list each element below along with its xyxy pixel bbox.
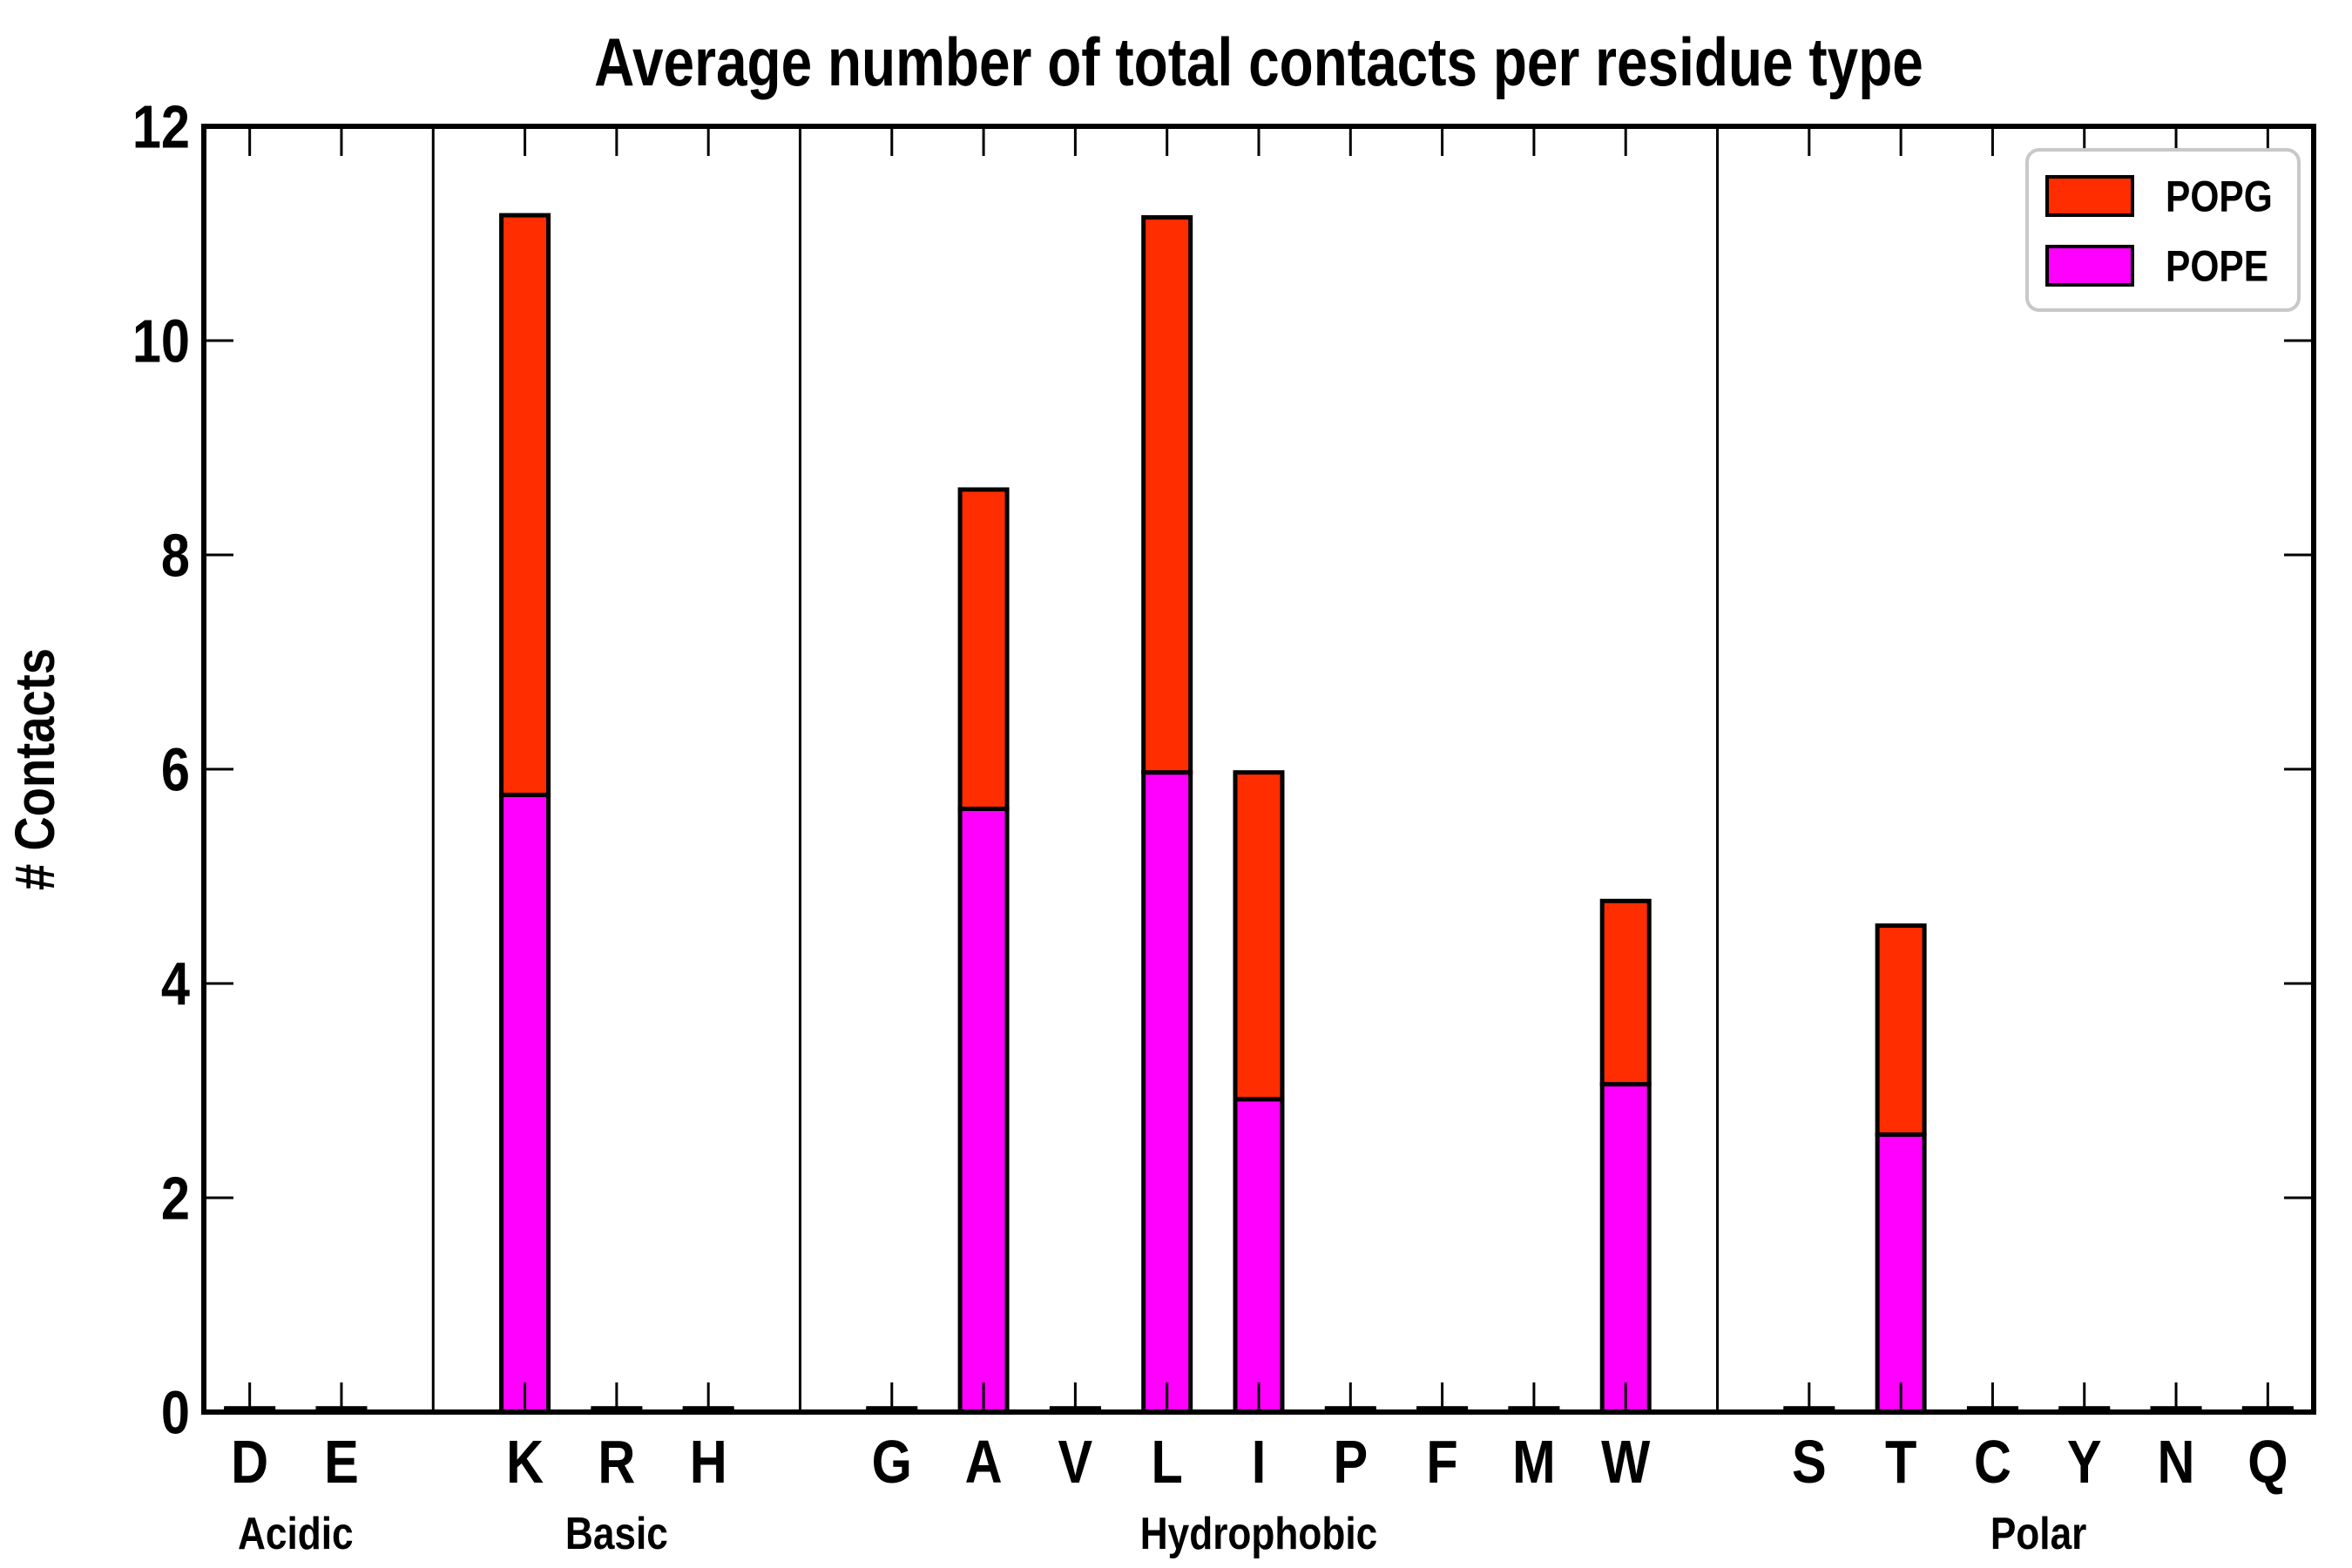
xtick-label-W: W xyxy=(1601,1427,1651,1496)
chart-title: Average number of total contacts per res… xyxy=(594,24,1923,100)
bar-K-POPG xyxy=(499,213,551,798)
xtick-label-V: V xyxy=(1058,1427,1093,1496)
bar-L-POPE xyxy=(1141,770,1193,1415)
legend-label-POPG: POPG xyxy=(2166,172,2273,220)
xtick-label-H: H xyxy=(690,1427,727,1496)
bar-T-POPG xyxy=(1875,923,1927,1137)
group-label-basic: Basic xyxy=(565,1509,668,1559)
xtick-label-E: E xyxy=(324,1427,359,1496)
bar-T-POPE xyxy=(1875,1132,1927,1415)
group-label-hydrophobic: Hydrophobic xyxy=(1140,1509,1378,1559)
ytick-label-10: 10 xyxy=(132,307,190,375)
bar-A-POPG xyxy=(957,487,1010,812)
legend-swatch-POPG xyxy=(2045,175,2134,217)
xtick-label-N: N xyxy=(2158,1427,2195,1496)
xtick-label-I: I xyxy=(1252,1427,1267,1496)
ytick-label-4: 4 xyxy=(161,950,190,1018)
xtick-label-L: L xyxy=(1152,1427,1183,1496)
group-label-polar: Polar xyxy=(1990,1509,2087,1559)
bar-W-POPG xyxy=(1599,898,1652,1087)
bar-L-POPG xyxy=(1141,215,1193,775)
xtick-label-S: S xyxy=(1792,1427,1827,1496)
xtick-label-G: G xyxy=(872,1427,912,1496)
bar-I-POPG xyxy=(1233,770,1285,1102)
ytick-label-2: 2 xyxy=(161,1164,190,1233)
y-axis-label: # Contacts xyxy=(3,648,66,890)
xtick-label-Q: Q xyxy=(2247,1427,2288,1496)
group-label-acidic: Acidic xyxy=(238,1509,354,1559)
xtick-label-M: M xyxy=(1512,1427,1556,1496)
legend-swatch-POPE xyxy=(2045,245,2134,287)
xtick-label-A: A xyxy=(965,1427,1003,1496)
ytick-label-6: 6 xyxy=(161,735,190,804)
bar-A-POPE xyxy=(957,807,1010,1415)
bar-I-POPE xyxy=(1233,1097,1285,1415)
ytick-label-12: 12 xyxy=(132,92,190,161)
xtick-label-T: T xyxy=(1885,1427,1916,1496)
xtick-label-F: F xyxy=(1426,1427,1457,1496)
ytick-label-0: 0 xyxy=(161,1378,190,1447)
xtick-label-P: P xyxy=(1333,1427,1368,1496)
xtick-label-Y: Y xyxy=(2067,1427,2102,1496)
xtick-label-C: C xyxy=(1974,1427,2011,1496)
bar-K-POPE xyxy=(499,793,551,1415)
xtick-label-R: R xyxy=(598,1427,635,1496)
xtick-label-K: K xyxy=(506,1427,544,1496)
xtick-label-D: D xyxy=(231,1427,268,1496)
ytick-label-8: 8 xyxy=(161,521,190,590)
bar-W-POPE xyxy=(1599,1082,1652,1415)
legend-label-POPE: POPE xyxy=(2166,241,2268,290)
